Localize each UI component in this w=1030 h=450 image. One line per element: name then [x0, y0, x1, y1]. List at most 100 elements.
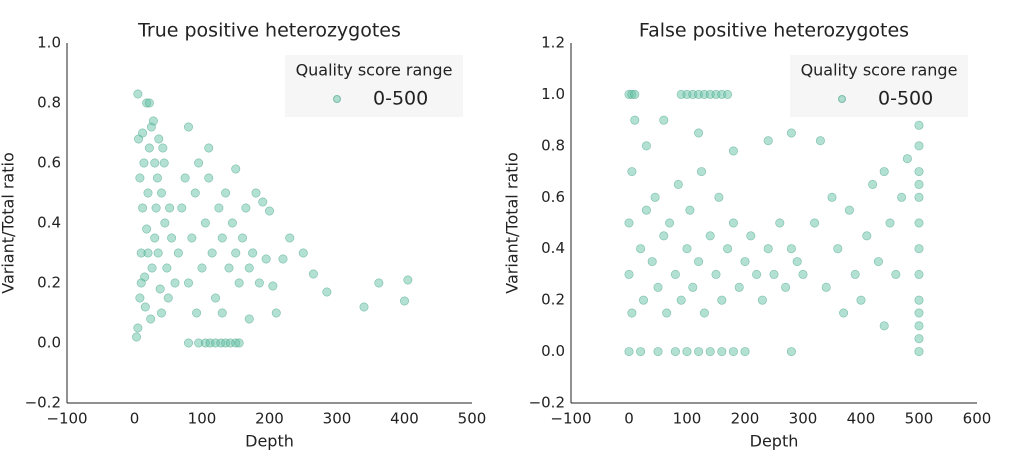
x-tick-label: 100 — [188, 410, 217, 428]
point — [636, 244, 646, 254]
point — [227, 218, 237, 228]
point — [630, 89, 640, 99]
point — [862, 231, 872, 241]
point — [641, 141, 651, 151]
x-tick-label: 0 — [624, 410, 634, 428]
point — [711, 269, 721, 279]
y-tick-label: 0.2 — [541, 291, 565, 309]
point — [786, 347, 796, 357]
point — [650, 192, 660, 202]
point — [879, 321, 889, 331]
point — [244, 314, 254, 324]
point — [234, 278, 244, 288]
legend-title: Quality score range — [296, 61, 453, 80]
point — [214, 203, 224, 213]
point — [244, 263, 254, 273]
y-tick-label: 0.8 — [37, 94, 61, 112]
y-tick-label: 1.0 — [37, 34, 61, 52]
point — [914, 218, 924, 228]
point — [184, 122, 194, 132]
point — [891, 269, 901, 279]
point — [914, 244, 924, 254]
point — [150, 158, 160, 168]
point — [154, 134, 164, 144]
y-tick-label: 0.6 — [541, 188, 565, 206]
point — [192, 308, 202, 318]
point — [251, 188, 261, 198]
point — [659, 231, 669, 241]
point — [769, 269, 779, 279]
chart-title: False positive heterozygotes — [639, 20, 909, 42]
point — [207, 248, 217, 258]
point — [653, 347, 663, 357]
point — [688, 282, 698, 292]
point — [200, 218, 210, 228]
point — [717, 347, 727, 357]
y-axis-label: Variant/Total ratio — [0, 152, 18, 293]
point — [139, 158, 149, 168]
point — [914, 295, 924, 305]
point — [136, 278, 146, 288]
point — [670, 269, 680, 279]
legend-marker — [838, 95, 846, 103]
point — [624, 269, 634, 279]
point — [211, 293, 221, 303]
point — [224, 263, 234, 273]
x-axis-label: Depth — [750, 432, 799, 450]
point — [781, 282, 791, 292]
point — [160, 218, 170, 228]
point — [221, 188, 231, 198]
point — [879, 167, 889, 177]
point — [676, 295, 686, 305]
legend-label: 0-500 — [878, 88, 933, 110]
point — [133, 89, 143, 99]
point — [653, 282, 663, 292]
point — [238, 233, 248, 243]
point — [138, 203, 148, 213]
point — [914, 347, 924, 357]
point — [204, 173, 214, 183]
point — [177, 203, 187, 213]
point — [248, 248, 258, 258]
point — [627, 167, 637, 177]
point — [217, 233, 227, 243]
point — [914, 308, 924, 318]
y-tick-label: 0.0 — [541, 342, 565, 360]
point — [133, 323, 143, 333]
point — [821, 282, 831, 292]
point — [146, 314, 156, 324]
y-tick-label: 0.0 — [37, 334, 61, 352]
point — [144, 98, 154, 108]
point — [264, 206, 274, 216]
legend-marker — [333, 95, 341, 103]
point — [184, 278, 194, 288]
point — [856, 295, 866, 305]
point — [138, 128, 148, 138]
point — [165, 203, 175, 213]
point — [914, 269, 924, 279]
point — [914, 141, 924, 151]
point — [241, 203, 251, 213]
point — [914, 321, 924, 331]
point — [682, 347, 692, 357]
point — [694, 347, 704, 357]
x-tick-label: 100 — [673, 410, 702, 428]
point — [705, 231, 715, 241]
point — [157, 188, 167, 198]
point — [885, 218, 895, 228]
point — [786, 128, 796, 138]
point — [254, 278, 264, 288]
point — [844, 205, 854, 215]
x-tick-label: −100 — [550, 410, 591, 428]
x-tick-label: 300 — [323, 410, 352, 428]
point — [153, 248, 163, 258]
y-tick-label: −0.2 — [529, 394, 565, 412]
point — [728, 218, 738, 228]
point — [717, 295, 727, 305]
point — [902, 154, 912, 164]
point — [728, 347, 738, 357]
point — [914, 192, 924, 202]
point — [184, 338, 194, 348]
